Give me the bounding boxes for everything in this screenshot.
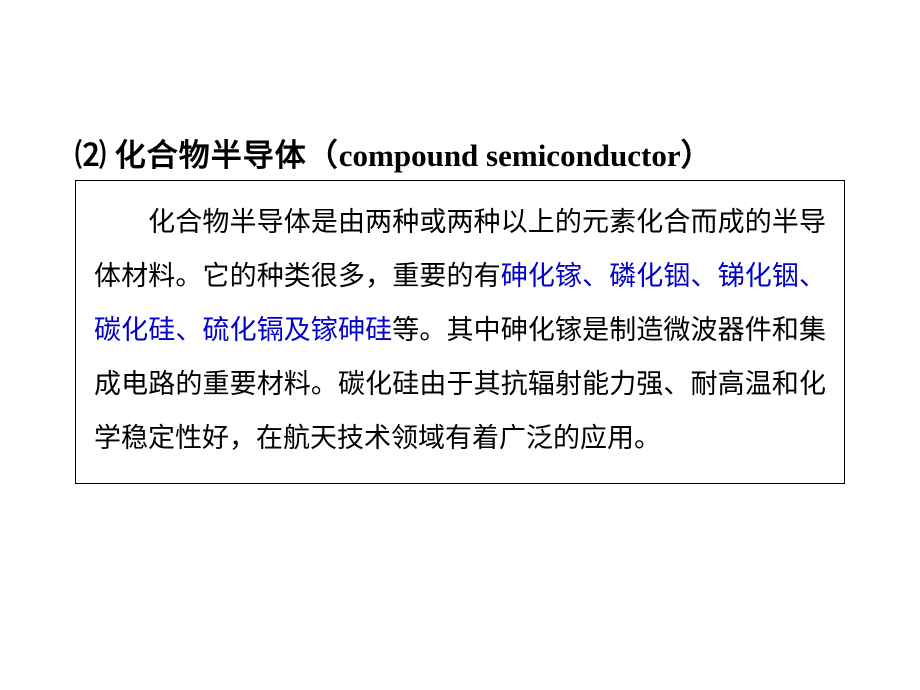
heading-title-en: compound semiconductor <box>339 138 681 173</box>
body-paragraph: 化合物半导体是由两种或两种以上的元素化合而成的半导体材料。它的种类很多，重要的有… <box>94 195 826 465</box>
slide: ⑵ 化合物半导体（compound semiconductor） 化合物半导体是… <box>0 0 920 690</box>
paren-open: （ <box>307 138 339 173</box>
section-heading: ⑵ 化合物半导体（compound semiconductor） <box>75 130 865 175</box>
heading-title-cn: 化合物半导体 <box>115 138 307 173</box>
heading-number: ⑵ <box>75 138 106 173</box>
paren-close: ） <box>681 138 713 173</box>
content-box: 化合物半导体是由两种或两种以上的元素化合而成的半导体材料。它的种类很多，重要的有… <box>75 180 845 484</box>
